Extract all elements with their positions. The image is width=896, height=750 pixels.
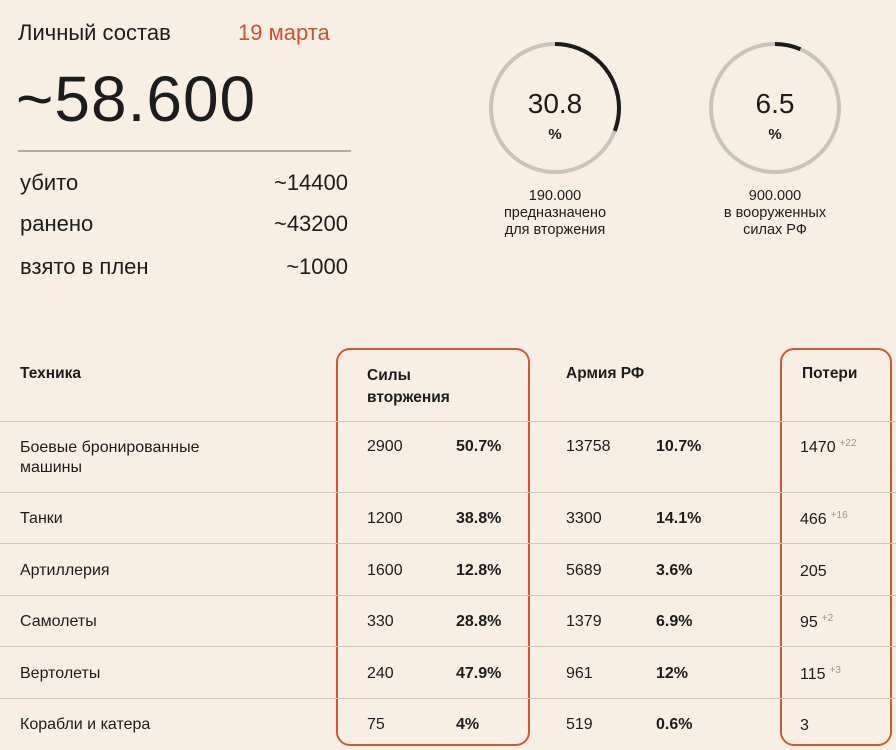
army-percent: 10.7% [656,438,702,455]
row-divider [0,698,896,699]
invasion-percent: 28.8% [456,613,502,630]
caption-line: 190.000 [528,188,582,204]
invasion-percent: 12.8% [456,562,502,579]
invasion-count: 75 [367,716,385,733]
row-divider [0,543,896,544]
caption-line: в вооруженных [723,205,827,221]
losses-delta: +16 [830,510,848,521]
army-count: 3300 [566,510,602,527]
row-divider [0,646,896,647]
ring-progress [489,42,621,174]
equipment-name-line: Боевые бронированные [20,439,200,456]
ring-progress [709,42,841,174]
invasion-percent: 47.9% [456,665,502,682]
invasion-count: 1200 [367,510,403,527]
invasion-share-ring [489,42,621,174]
army-percent: 14.1% [656,510,702,527]
invasion-share-value: 30.8 [527,88,583,119]
header-line: Силы [367,367,411,384]
equipment-name: Боевые бронированные машины [20,438,199,478]
invasion-count: 2900 [367,438,403,455]
row-divider [0,492,896,493]
total-personnel-losses: ~58.600 [16,63,257,135]
losses-cell: 3 [800,716,813,735]
losses-cell: 95 +2 [800,613,833,632]
losses-count: 466 [800,511,827,528]
header-army: Армия РФ [566,365,645,382]
invasion-percent: 4% [456,716,480,733]
losses-count: 3 [800,717,809,734]
invasion-percent: 38.8% [456,510,502,527]
captured-value: ~1000 [286,254,348,279]
army-share-unit: % [768,126,782,143]
losses-delta: +3 [829,665,841,676]
losses-delta: +22 [839,438,857,449]
army-percent: 12% [656,665,689,682]
invasion-count: 1600 [367,562,403,579]
army-count: 961 [566,665,593,682]
losses-cell: 205 [800,562,831,581]
army-count: 519 [566,716,593,733]
losses-delta: +2 [821,613,834,624]
invasion-percent: 50.7% [456,438,502,455]
killed-label: убито [20,170,79,195]
row-divider [0,595,896,596]
row-divider [0,421,896,422]
army-percent: 6.9% [656,613,693,630]
army-count: 5689 [566,562,602,579]
army-percent: 3.6% [656,562,693,579]
losses-count: 95 [800,614,818,631]
equipment-name: Танки [20,510,63,527]
invasion-share-caption: 190.000 предназначено для вторжения [455,188,655,239]
losses-cell: 466 +16 [800,510,848,529]
equipment-name: Самолеты [20,613,97,630]
equipment-name: Артиллерия [20,562,110,579]
header-technique: Техника [20,365,82,382]
invasion-count: 240 [367,665,394,682]
wounded-value: ~43200 [273,211,348,236]
caption-line: 900.000 [748,188,802,204]
losses-count: 205 [800,563,827,580]
invasion-share-unit: % [548,126,562,143]
invasion-count: 330 [367,613,394,630]
equipment-name: Вертолеты [20,665,101,682]
header-invasion-forces: Силы вторжения [367,365,450,409]
army-count: 13758 [566,438,611,455]
army-share-ring [709,42,841,174]
header-line: вторжения [367,389,450,406]
caption-line: предназначено [503,205,607,221]
killed-value: ~14400 [273,170,348,195]
section-title: Личный состав [18,20,171,45]
report-date: 19 марта [238,20,330,45]
equipment-name-line: машины [20,459,83,476]
army-count: 1379 [566,613,602,630]
header-losses: Потери [802,365,858,382]
caption-line: для вторжения [504,222,606,238]
wounded-label: ранено [20,211,94,236]
army-share-value: 6.5 [755,88,795,119]
divider [18,150,351,152]
caption-line: силах РФ [743,222,807,238]
equipment-name: Корабли и катера [20,716,151,733]
losses-cell: 115 +3 [800,665,841,684]
losses-count: 1470 [800,439,836,456]
army-percent: 0.6% [656,716,693,733]
army-share-caption: 900.000 в вооруженных силах РФ [675,188,875,239]
invasion-column-highlight [336,348,530,746]
losses-cell: 1470 +22 [800,438,857,457]
losses-column-highlight [780,348,892,746]
captured-label: взято в плен [20,254,149,279]
losses-count: 115 [800,666,826,683]
